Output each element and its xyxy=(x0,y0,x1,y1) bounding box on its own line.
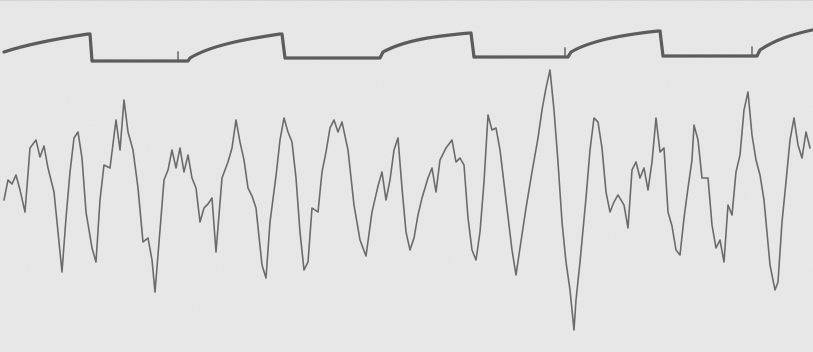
signal-trace xyxy=(3,69,811,331)
timer-segment-1 xyxy=(2,32,282,63)
timer-segment-2 xyxy=(280,31,472,60)
timer-segment-4 xyxy=(658,28,813,58)
timer-segment-3 xyxy=(469,29,660,59)
timer-trace xyxy=(2,28,813,63)
